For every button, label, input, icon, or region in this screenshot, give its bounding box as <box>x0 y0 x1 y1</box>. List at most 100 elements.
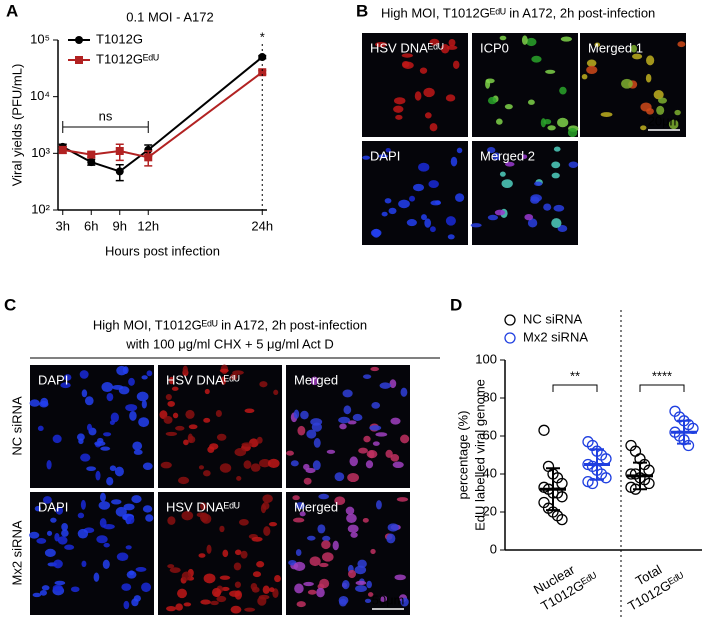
cell <box>123 503 135 511</box>
cell <box>177 476 190 485</box>
cell <box>357 559 367 569</box>
cell <box>55 506 64 515</box>
cell <box>126 570 137 579</box>
cell <box>135 567 147 572</box>
cell <box>430 226 436 233</box>
cell <box>131 598 139 607</box>
image-label: Merged 2 <box>480 148 535 163</box>
cell <box>63 374 72 381</box>
cell <box>358 447 368 454</box>
cell <box>531 55 542 63</box>
cell <box>188 424 198 430</box>
cell <box>367 592 374 597</box>
sd-bar <box>546 467 560 512</box>
cell <box>385 147 391 153</box>
cell <box>372 441 380 446</box>
cell <box>347 420 357 425</box>
cell <box>133 449 143 455</box>
cell <box>206 544 212 554</box>
cell <box>381 211 388 217</box>
cell <box>258 594 270 600</box>
cell <box>470 223 482 228</box>
cell <box>244 607 256 612</box>
micrograph: ICP0 <box>472 33 579 138</box>
cell <box>346 513 357 524</box>
cell <box>311 422 322 432</box>
cell <box>545 69 556 74</box>
legend-marker <box>75 36 83 44</box>
cell <box>306 429 317 439</box>
cell <box>389 379 397 389</box>
y-tick-label: 60 <box>483 427 497 442</box>
cell <box>543 203 552 211</box>
scale-bar-label: 50μm <box>372 592 405 607</box>
cell <box>268 521 278 527</box>
cell <box>252 571 262 578</box>
image-label: Merged <box>294 372 338 387</box>
cell <box>334 496 346 506</box>
cell <box>409 195 416 202</box>
cell <box>496 118 503 125</box>
cell <box>375 41 388 48</box>
cell <box>414 91 422 101</box>
cell <box>309 556 321 567</box>
cell <box>450 156 458 167</box>
cell <box>398 199 410 209</box>
cell <box>238 518 249 526</box>
cell <box>101 382 114 393</box>
cell <box>560 36 573 42</box>
cell <box>307 589 317 595</box>
cell <box>293 517 305 523</box>
cell <box>29 531 40 539</box>
cell <box>203 470 211 477</box>
cell <box>262 501 270 510</box>
cell <box>234 581 241 589</box>
cell <box>100 446 111 451</box>
cell <box>300 410 309 420</box>
y-tick-label: 20 <box>483 503 497 518</box>
cell <box>366 580 372 589</box>
cell <box>267 458 280 469</box>
cell <box>424 218 432 228</box>
micrograph: Merged <box>286 492 410 615</box>
cell <box>220 376 227 385</box>
cell <box>349 456 358 467</box>
legend-label: T1012G <box>96 31 143 46</box>
cell <box>86 466 97 472</box>
cell <box>251 536 263 542</box>
cell <box>355 580 367 586</box>
panel-title: High MOI, T1012Gᴱᵈᵁ in A172, 2h post-inf… <box>381 5 655 20</box>
cell <box>448 38 456 47</box>
cell <box>32 592 42 598</box>
x-tick-label: 12h <box>137 218 159 233</box>
cell <box>553 146 561 152</box>
cell <box>313 438 321 448</box>
cell <box>129 410 137 421</box>
legend-marker <box>504 314 516 326</box>
cell <box>136 391 149 402</box>
cell <box>375 432 388 437</box>
cell <box>318 562 329 568</box>
cell <box>557 225 568 233</box>
micrograph: HSV DNAᴱᵈᵁ <box>158 364 282 488</box>
cell <box>456 147 463 154</box>
panel-label: D <box>450 295 462 314</box>
cell <box>167 516 176 525</box>
cell <box>61 529 69 537</box>
cell <box>646 55 655 66</box>
cell <box>114 466 124 477</box>
cell <box>234 590 243 600</box>
sd-bar <box>633 461 647 491</box>
cell <box>200 502 207 511</box>
cell <box>84 396 94 406</box>
sd-bar <box>677 419 691 445</box>
point <box>586 477 599 490</box>
cell <box>524 213 534 221</box>
point <box>144 153 153 162</box>
legend-label: T1012Gᴱᵈᵁ <box>96 51 159 66</box>
cell <box>567 127 578 138</box>
panel-label: B <box>356 1 368 20</box>
cell <box>632 53 643 60</box>
row-label: Mx2 siRNA <box>9 520 24 585</box>
